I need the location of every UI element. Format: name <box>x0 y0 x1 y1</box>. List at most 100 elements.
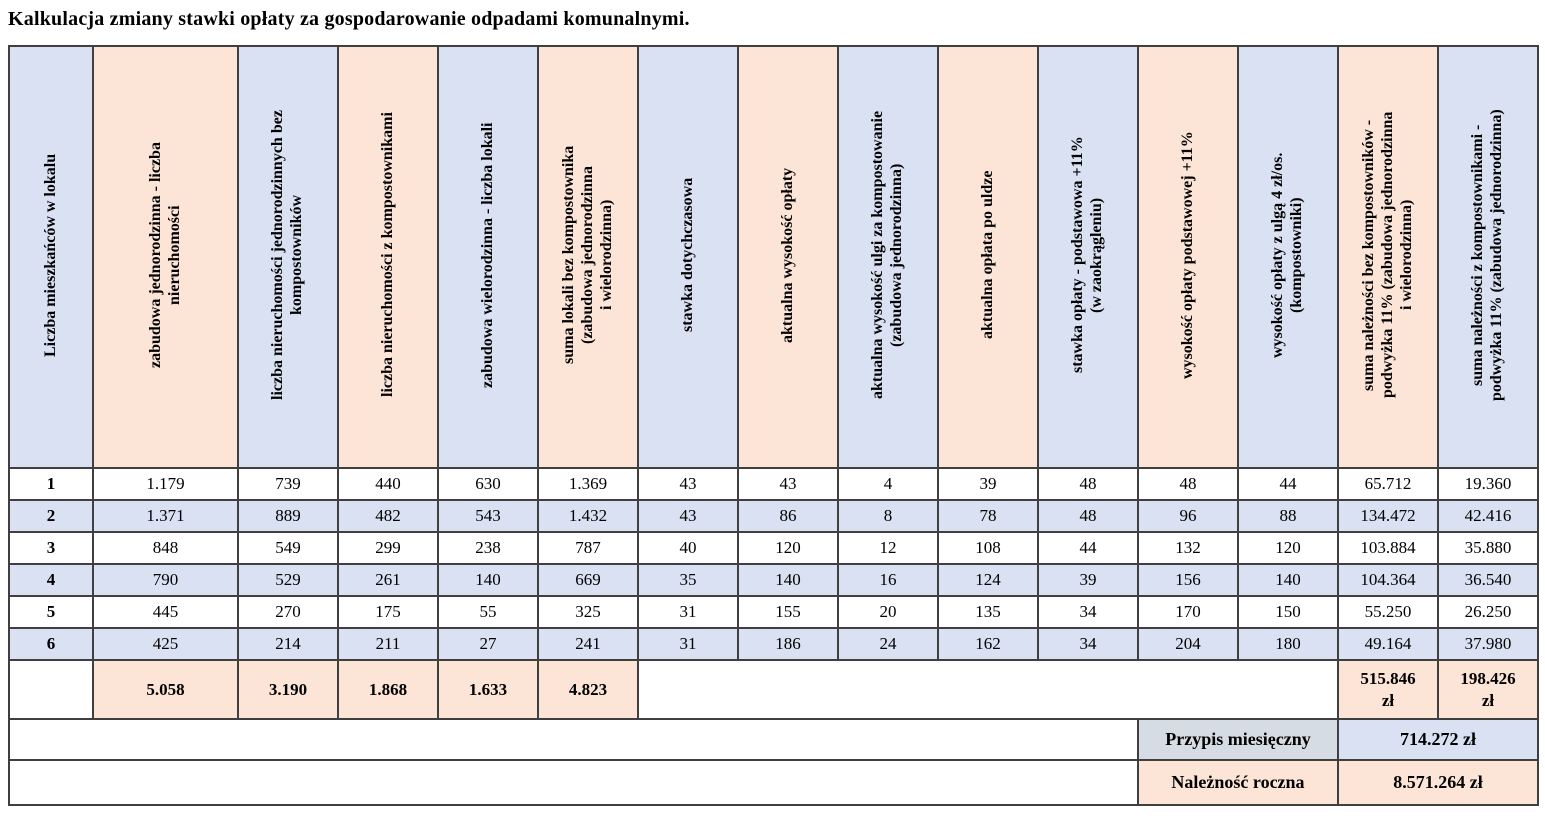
header-cell: stawka opłaty - podstawowa +11% (w zaokr… <box>1037 45 1139 469</box>
header-cell: suma należności z kompostownikami - podw… <box>1437 45 1539 469</box>
header-label: liczba nieruchomości z kompostownikami <box>378 112 396 397</box>
annual-summary-label: Należność roczna <box>1137 759 1339 806</box>
data-cell: 261 <box>337 563 439 597</box>
row-number-cell: 3 <box>8 531 94 565</box>
data-cell: 39 <box>937 467 1039 501</box>
row-number-cell: 2 <box>8 499 94 533</box>
data-cell: 8 <box>837 499 939 533</box>
data-cell: 787 <box>537 531 639 565</box>
monthly-summary-label: Przypis miesięczny <box>1137 718 1339 761</box>
data-cell: 425 <box>92 627 239 661</box>
data-cell: 48 <box>1037 467 1139 501</box>
data-cell: 140 <box>737 563 839 597</box>
annual-summary-row: Należność roczna 8.571.264 zł <box>8 759 1539 806</box>
data-cell: 103.884 <box>1337 531 1439 565</box>
empty-cell <box>8 718 1139 761</box>
empty-cell <box>8 759 1139 806</box>
data-cell: 299 <box>337 531 439 565</box>
data-cell: 44 <box>1237 467 1339 501</box>
data-cell: 325 <box>537 595 639 629</box>
data-cell: 36.540 <box>1437 563 1539 597</box>
data-cell: 549 <box>237 531 339 565</box>
data-cell: 124 <box>937 563 1039 597</box>
row-number-cell: 4 <box>8 563 94 597</box>
header-label: Liczba mieszkańców w lokalu <box>41 152 59 357</box>
data-cell: 43 <box>637 499 739 533</box>
total-cell: 4.823 <box>537 659 639 720</box>
header-cell: liczba nieruchomości jednorodzinnych bez… <box>237 45 339 469</box>
data-cell: 78 <box>937 499 1039 533</box>
header-label: aktualna opłata po uldze <box>978 170 996 339</box>
page-title: Kalkulacja zmiany stawki opłaty za gospo… <box>8 8 690 30</box>
header-row: Liczba mieszkańców w lokalu zabudowa jed… <box>8 45 1539 469</box>
data-cell: 180 <box>1237 627 1339 661</box>
data-cell: 1.432 <box>537 499 639 533</box>
data-cell: 24 <box>837 627 939 661</box>
data-cell: 12 <box>837 531 939 565</box>
table-row: 5 445 270 175 55 325 31 155 20 135 34 17… <box>8 595 1539 629</box>
data-cell: 739 <box>237 467 339 501</box>
header-label: suma należności bez kompostowników - pod… <box>1359 111 1415 398</box>
data-cell: 1.371 <box>92 499 239 533</box>
header-cell: wysokość opłaty z ulgą 4 zł/os. (kompost… <box>1237 45 1339 469</box>
header-cell: aktualna wysokość ulgi za kompostowanie … <box>837 45 939 469</box>
data-cell: 186 <box>737 627 839 661</box>
data-cell: 120 <box>737 531 839 565</box>
data-cell: 108 <box>937 531 1039 565</box>
header-cell: zabudowa wielorodzinna - liczba lokali <box>437 45 539 469</box>
data-cell: 135 <box>937 595 1039 629</box>
header-cell: wysokość opłaty podstawowej +11% <box>1137 45 1239 469</box>
total-cell: 5.058 <box>92 659 239 720</box>
data-cell: 162 <box>937 627 1039 661</box>
data-cell: 44 <box>1037 531 1139 565</box>
data-cell: 889 <box>237 499 339 533</box>
header-label: suma należności z kompostownikami - podw… <box>1469 108 1505 401</box>
data-cell: 1.369 <box>537 467 639 501</box>
table-row: 1 1.179 739 440 630 1.369 43 43 4 39 48 … <box>8 467 1539 501</box>
data-cell: 27 <box>437 627 539 661</box>
data-cell: 35.880 <box>1437 531 1539 565</box>
total-cell: 1.868 <box>337 659 439 720</box>
data-cell: 20 <box>837 595 939 629</box>
header-label: aktualna wysokość ulgi za kompostowanie … <box>869 110 905 399</box>
header-label: aktualna wysokość opłaty <box>778 166 796 343</box>
data-cell: 1.179 <box>92 467 239 501</box>
data-cell: 34 <box>1037 627 1139 661</box>
data-cell: 49.164 <box>1337 627 1439 661</box>
empty-cell <box>637 659 1339 720</box>
total-cell: 515.846 zł <box>1337 659 1439 720</box>
table-row: 3 848 549 299 238 787 40 120 12 108 44 1… <box>8 531 1539 565</box>
data-cell: 543 <box>437 499 539 533</box>
data-cell: 155 <box>737 595 839 629</box>
data-cell: 482 <box>337 499 439 533</box>
header-cell: aktualna opłata po uldze <box>937 45 1039 469</box>
table-row: 4 790 529 261 140 669 35 140 16 124 39 1… <box>8 563 1539 597</box>
header-cell: aktualna wysokość opłaty <box>737 45 839 469</box>
empty-cell <box>8 659 94 720</box>
header-cell: stawka dotychczasowa <box>637 45 739 469</box>
monthly-summary-value: 714.272 zł <box>1337 718 1539 761</box>
total-cell: 1.633 <box>437 659 539 720</box>
data-cell: 170 <box>1137 595 1239 629</box>
data-cell: 34 <box>1037 595 1139 629</box>
data-cell: 16 <box>837 563 939 597</box>
totals-row: 5.058 3.190 1.868 1.633 4.823 515.846 zł… <box>8 659 1539 720</box>
header-label: stawka opłaty - podstawowa +11% (w zaokr… <box>1069 136 1105 373</box>
header-label: wysokość opłaty z ulgą 4 zł/os. (kompost… <box>1269 151 1305 358</box>
data-cell: 156 <box>1137 563 1239 597</box>
data-cell: 4 <box>837 467 939 501</box>
data-cell: 241 <box>537 627 639 661</box>
data-cell: 204 <box>1137 627 1239 661</box>
header-cell: Liczba mieszkańców w lokalu <box>8 45 94 469</box>
data-cell: 55.250 <box>1337 595 1439 629</box>
header-cell: liczba nieruchomości z kompostownikami <box>337 45 439 469</box>
data-cell: 270 <box>237 595 339 629</box>
header-label: stawka dotychczasowa <box>678 177 696 332</box>
data-cell: 19.360 <box>1437 467 1539 501</box>
data-cell: 211 <box>337 627 439 661</box>
total-cell: 198.426 zł <box>1437 659 1539 720</box>
header-label: suma lokali bez kompostownika (zabudowa … <box>559 145 615 364</box>
total-cell: 3.190 <box>237 659 339 720</box>
row-number-cell: 1 <box>8 467 94 501</box>
